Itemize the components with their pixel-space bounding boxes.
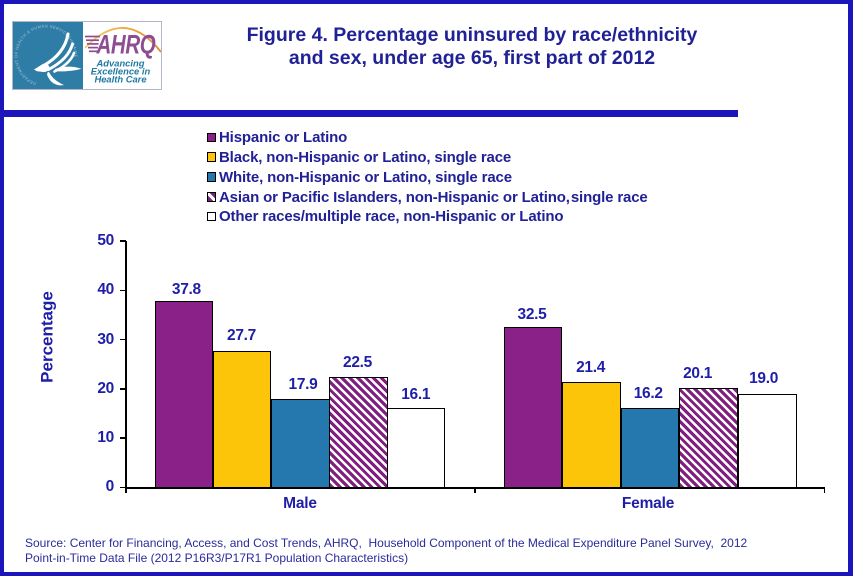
svg-text:Health Care: Health Care [94,74,146,85]
svg-text:Excellence in: Excellence in [91,65,151,76]
svg-text:Advancing: Advancing [96,57,145,68]
svg-text:AHRQ: AHRQ [96,30,156,60]
